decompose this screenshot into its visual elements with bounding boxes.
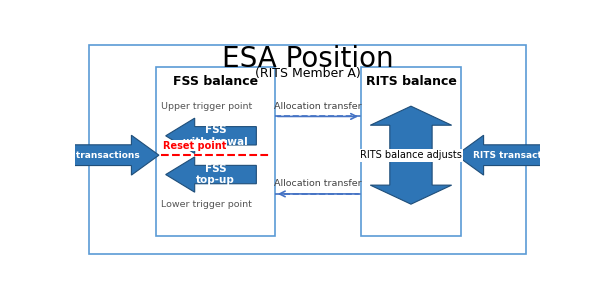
Polygon shape bbox=[370, 106, 452, 156]
FancyBboxPatch shape bbox=[157, 67, 275, 236]
Text: Allocation transfer: Allocation transfer bbox=[274, 102, 362, 111]
Text: Lower trigger point: Lower trigger point bbox=[161, 200, 252, 209]
Polygon shape bbox=[166, 157, 256, 192]
Text: Allocation transfer: Allocation transfer bbox=[274, 179, 362, 188]
FancyBboxPatch shape bbox=[89, 45, 526, 254]
Polygon shape bbox=[166, 118, 256, 153]
Text: RITS balance: RITS balance bbox=[365, 75, 457, 88]
Text: FSS transactions: FSS transactions bbox=[55, 151, 140, 160]
Text: FSS
top-up: FSS top-up bbox=[196, 164, 235, 185]
Polygon shape bbox=[370, 154, 452, 204]
Text: RITS transactions: RITS transactions bbox=[473, 151, 563, 160]
Text: FSS balance: FSS balance bbox=[173, 75, 258, 88]
Text: (RITS Member A): (RITS Member A) bbox=[254, 67, 361, 80]
Text: Upper trigger point: Upper trigger point bbox=[161, 102, 252, 111]
Text: Reset point: Reset point bbox=[163, 141, 227, 151]
Polygon shape bbox=[73, 135, 159, 175]
FancyBboxPatch shape bbox=[361, 67, 461, 236]
Text: RITS balance adjusts: RITS balance adjusts bbox=[360, 150, 462, 160]
Polygon shape bbox=[456, 135, 542, 175]
Text: FSS
withdrawal: FSS withdrawal bbox=[183, 125, 248, 147]
Text: ESA Position: ESA Position bbox=[221, 46, 394, 73]
